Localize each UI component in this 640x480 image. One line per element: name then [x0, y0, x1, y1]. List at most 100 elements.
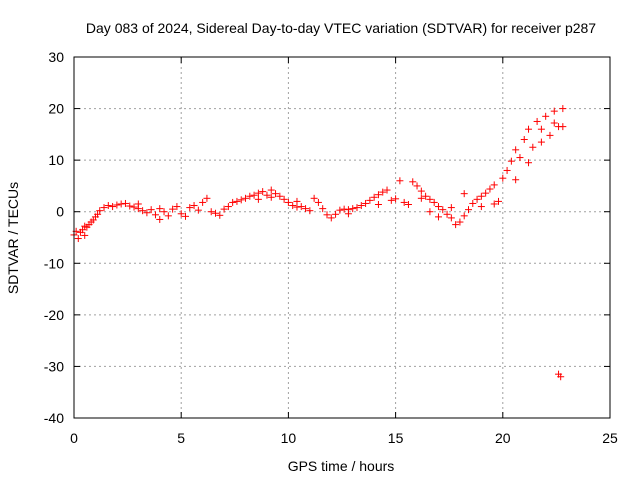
data-point: [310, 194, 318, 202]
data-point: [503, 166, 511, 174]
data-point: [460, 190, 468, 198]
data-point: [113, 201, 121, 209]
data-point: [473, 195, 481, 203]
data-point: [529, 143, 537, 151]
data-point: [426, 195, 434, 203]
data-points: [70, 105, 567, 381]
data-point: [96, 207, 104, 215]
x-tick-labels: 0 5 10 15 20 25: [70, 430, 618, 446]
data-point: [525, 125, 533, 133]
data-point: [160, 208, 168, 216]
data-point: [460, 212, 468, 220]
data-point: [546, 131, 554, 139]
data-point: [267, 193, 275, 201]
data-point: [156, 215, 164, 223]
data-point: [134, 200, 142, 208]
data-point: [109, 203, 117, 211]
data-point: [250, 191, 258, 199]
x-tick-label: 25: [602, 430, 618, 446]
data-point: [104, 202, 112, 210]
y-tick-label: -30: [44, 358, 64, 374]
x-tick-label: 10: [281, 430, 297, 446]
data-point: [212, 209, 220, 217]
data-point: [81, 231, 89, 239]
data-point: [392, 195, 400, 203]
data-point: [379, 188, 387, 196]
data-point: [117, 200, 125, 208]
data-point: [186, 204, 194, 212]
y-axis-title: SDTVAR / TECUs: [5, 182, 21, 294]
x-tick-label: 5: [177, 430, 185, 446]
data-point: [417, 187, 425, 195]
data-point: [194, 206, 202, 214]
y-tick-label: -20: [44, 307, 64, 323]
data-point: [477, 192, 485, 200]
data-point: [323, 211, 331, 219]
data-point: [370, 193, 378, 201]
data-point: [520, 136, 528, 144]
data-point: [156, 205, 164, 213]
data-point: [456, 218, 464, 226]
data-point: [550, 107, 558, 115]
data-point: [413, 182, 421, 190]
data-point: [525, 159, 533, 167]
data-point: [559, 105, 567, 113]
data-point: [216, 211, 224, 219]
data-point: [353, 204, 361, 212]
data-point: [181, 212, 189, 220]
data-point: [237, 196, 245, 204]
data-point: [177, 210, 185, 218]
data-point: [550, 119, 558, 127]
data-point: [224, 203, 232, 211]
data-point: [374, 200, 382, 208]
data-point: [512, 146, 520, 154]
data-point: [284, 198, 292, 206]
data-point: [94, 210, 102, 218]
data-point: [130, 203, 138, 211]
y-tick-label: 0: [56, 204, 64, 220]
data-point: [434, 203, 442, 211]
data-point: [139, 207, 147, 215]
data-point: [121, 199, 129, 207]
data-point: [203, 194, 211, 202]
data-point: [482, 189, 490, 197]
data-point: [516, 154, 524, 162]
data-point: [537, 138, 545, 146]
data-point: [319, 205, 327, 213]
y-tick-label: 10: [48, 152, 64, 168]
data-point: [254, 189, 262, 197]
data-point: [190, 202, 198, 210]
data-point: [259, 188, 267, 196]
data-point: [417, 194, 425, 202]
x-tick-label: 20: [495, 430, 511, 446]
data-point: [409, 178, 417, 186]
data-point: [280, 195, 288, 203]
data-point: [422, 192, 430, 200]
x-tick-label: 15: [388, 430, 404, 446]
data-point: [74, 235, 82, 243]
data-point: [447, 204, 455, 212]
axis-ticks: [73, 56, 611, 419]
data-point: [447, 214, 455, 222]
data-point: [464, 206, 472, 214]
data-point: [374, 191, 382, 199]
data-point: [297, 203, 305, 211]
data-point: [242, 194, 250, 202]
data-point: [246, 192, 254, 200]
data-point: [267, 186, 275, 194]
data-point: [443, 210, 451, 218]
x-axis-title: GPS time / hours: [288, 458, 395, 474]
data-point: [306, 207, 314, 215]
data-point: [327, 214, 335, 222]
data-point: [207, 208, 215, 216]
data-point: [220, 205, 228, 213]
data-point: [430, 198, 438, 206]
chart-title: Day 083 of 2024, Sidereal Day-to-day VTE…: [86, 20, 596, 36]
data-point: [434, 213, 442, 221]
data-point: [336, 206, 344, 214]
data-point: [263, 191, 271, 199]
data-point: [147, 206, 155, 214]
data-point: [469, 199, 477, 207]
data-point: [332, 210, 340, 218]
data-point: [387, 196, 395, 204]
